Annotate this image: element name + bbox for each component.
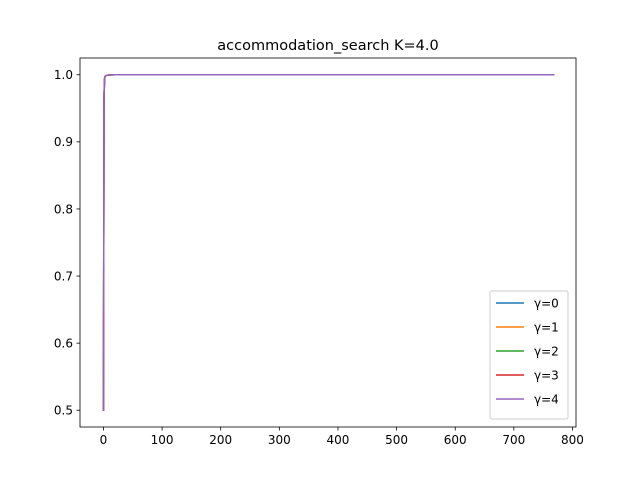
x-tick-label: 300 — [268, 433, 291, 447]
y-tick-label: 0.9 — [54, 135, 73, 149]
y-tick-label: 0.8 — [54, 202, 73, 216]
y-tick-label: 0.5 — [54, 404, 73, 418]
x-tick-label: 600 — [444, 433, 467, 447]
axes-frame — [79, 57, 577, 428]
legend: γ=0 γ=1 γ=2 γ=3 γ=4 — [489, 290, 569, 420]
x-tick-label: 700 — [502, 433, 525, 447]
legend-label: γ=4 — [534, 392, 559, 406]
x-tick-label: 200 — [209, 433, 232, 447]
plot-area: 0 100 200 300 400 500 600 700 800 0.5 0.6 0.7 0.8 0.9… — [54, 57, 584, 447]
series-line-4 — [102, 74, 555, 411]
x-tick-label: 100 — [151, 433, 174, 447]
legend-label: γ=3 — [534, 368, 559, 382]
x-tick-label: 0 — [100, 433, 108, 447]
legend-label: γ=0 — [534, 296, 559, 310]
legend-label: γ=2 — [534, 344, 559, 358]
legend-box — [489, 290, 569, 420]
y-tick-label: 1.0 — [54, 68, 73, 82]
x-tick-label: 500 — [385, 433, 408, 447]
x-tick-label: 800 — [561, 433, 584, 447]
chart-title: accommodation_search K=4.0 — [217, 38, 438, 54]
legend-label: γ=1 — [534, 320, 559, 334]
y-tick-label: 0.6 — [54, 336, 73, 350]
y-tick-label: 0.7 — [54, 269, 73, 283]
x-tick-label: 400 — [327, 433, 350, 447]
